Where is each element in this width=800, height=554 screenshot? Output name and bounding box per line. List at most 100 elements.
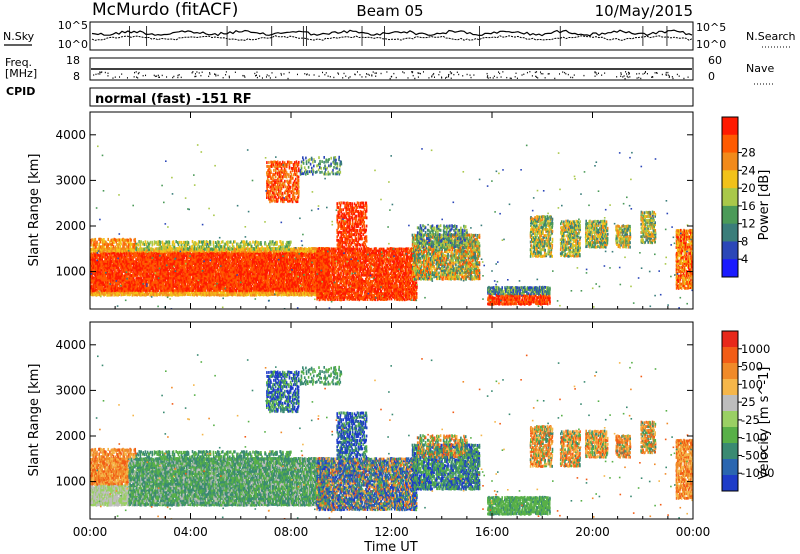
power-cell [96,290,98,294]
power-cell [212,274,214,278]
power-cell [156,270,158,274]
power-cell [168,260,170,263]
power-cell [211,258,214,261]
power-cell [260,277,263,280]
nave-dot [594,75,596,77]
power-cell [102,266,104,270]
power-cell [249,262,252,265]
power-cell [295,284,298,288]
power-cell [187,266,190,270]
power-cell [190,255,193,259]
power-cell [227,249,229,253]
power-cell [216,287,219,291]
power-cell [231,289,234,293]
power-cell [125,249,127,253]
power-cell [259,282,262,286]
power-cell [222,277,225,280]
power-cell [289,279,292,283]
power-cell [293,286,296,290]
power-cell [202,283,205,286]
power-cell [307,282,310,286]
power-cell [134,289,136,293]
power-cell [164,264,167,268]
power-cell [254,253,257,257]
power-cell [213,286,215,290]
power-cell [210,274,213,278]
power-cell [233,263,236,267]
nave-dot [99,71,101,73]
power-cell [281,261,284,265]
nave-dot [215,75,217,77]
power-cell [205,282,208,286]
power-cell [148,262,151,265]
power-cell [238,272,240,276]
power-cell [215,253,218,257]
power-cell [217,259,219,263]
power-cell [156,293,158,297]
power-cell [272,274,275,278]
power-cell [235,274,238,278]
power-cell [104,285,106,288]
power-cell [104,270,106,274]
power-cell [138,249,140,253]
power-cell [272,260,274,263]
power-cell [161,264,163,268]
power-cell [181,293,184,297]
power-cell [307,276,309,280]
power-cell [278,266,281,270]
power-cell [186,284,188,288]
power-cell [283,281,286,284]
power-cell [181,282,183,286]
power-cell [229,272,231,276]
power-cell [127,291,129,294]
power-cell [232,265,235,269]
mode-label: normal (fast) -151 RF [95,92,252,107]
nave-dot [433,72,435,75]
nave-dot [288,71,290,74]
power-cell [172,268,175,271]
power-cell [228,286,231,290]
power-cell [156,277,158,280]
power-cell [261,266,264,269]
power-cell [150,285,152,289]
power-cell [209,262,212,266]
power-cell [95,251,97,255]
power-cell [104,251,106,255]
power-cell [292,266,294,269]
power-cell [255,280,258,284]
power-cell [122,291,124,295]
power-cell [196,274,199,278]
power-cell [201,278,203,282]
power-cell [113,272,115,276]
power-cell [202,288,205,292]
power-cell [266,264,269,267]
power-cell [274,285,277,289]
power-cell [286,282,289,286]
power-cell [209,255,212,259]
power-cell [131,266,133,270]
nave-tick-top: 60 [708,54,722,67]
power-cell [292,257,295,261]
power-cell [96,260,98,263]
power-cell [204,293,206,297]
power-cell [141,262,143,266]
power-cell [101,262,104,266]
power-cell [163,291,165,295]
freq-tick-bottom: 8 [73,70,80,83]
power-cell [233,286,236,290]
power-cell [105,272,107,276]
power-cell [278,279,281,282]
power-cell [302,268,305,272]
power-cell [108,290,111,294]
power-cell [216,268,219,272]
power-cell [152,274,154,278]
power-cell [102,255,104,259]
power-cell [282,293,285,297]
power-cell [153,268,155,272]
power-cell [237,256,240,260]
power-cell [121,278,124,282]
power-cell [232,285,235,288]
nsearch-tick-top: 10^5 [696,21,726,34]
power-cell [132,276,135,280]
power-cell [161,293,163,297]
